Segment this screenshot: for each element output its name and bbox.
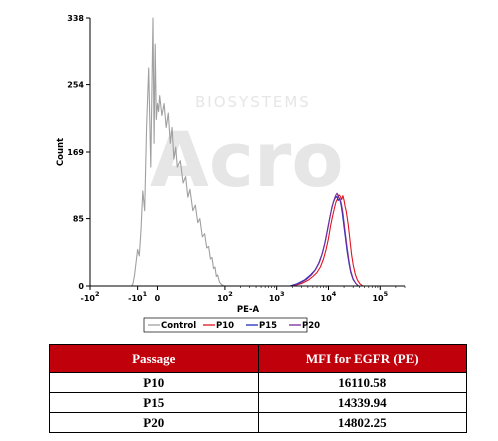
table-cell-passage: P15: [49, 392, 259, 413]
series-line-p20: [290, 192, 359, 287]
legend-box: [143, 317, 308, 333]
x-tick-label: 105: [372, 290, 388, 303]
table-header-mfi: MFI for EGFR (PE): [257, 344, 467, 373]
legend-label-p20: P20: [302, 321, 320, 331]
legend-label-p15: P15: [259, 321, 277, 331]
x-ticks: -102 -101 0 102 103 104 105: [81, 286, 406, 303]
watermark-large-text: Acro: [150, 115, 344, 204]
table-row: P20 14802.25: [49, 412, 467, 433]
legend-label-control: Control: [161, 321, 196, 331]
legend: Control P10 P15 P20: [143, 317, 320, 333]
y-axis-title: Count: [56, 138, 66, 166]
x-tick-label: 0: [155, 294, 161, 303]
table-cell-mfi: 14802.25: [257, 412, 467, 433]
y-tick-label: 338: [67, 14, 84, 23]
y-tick-label: 169: [67, 148, 84, 157]
x-axis-title: PE-A: [237, 305, 260, 315]
x-tick-label: -101: [128, 290, 147, 303]
watermark: BIOSYSTEMS Acro: [150, 93, 344, 204]
x-tick-label: 104: [321, 290, 337, 303]
y-tick-label: 85: [73, 215, 85, 224]
table-cell-mfi: 16110.58: [257, 372, 467, 393]
series-line-p10: [292, 194, 364, 287]
series-line-control: [131, 17, 225, 287]
y-tick-label: 254: [67, 81, 84, 90]
legend-label-p10: P10: [216, 321, 234, 331]
legend-items: Control P10 P15 P20: [148, 321, 320, 331]
x-tick-label: -102: [81, 290, 100, 303]
x-tick-label: 102: [217, 290, 233, 303]
y-ticks: 0 85 169 254 338: [67, 14, 90, 291]
y-tick-label: 0: [78, 282, 84, 291]
watermark-small-text: BIOSYSTEMS: [195, 93, 311, 111]
x-tick-label: 103: [269, 290, 285, 303]
mfi-table: Passage MFI for EGFR (PE) P10 16110.58 P…: [49, 344, 467, 433]
table-header-passage: Passage: [49, 344, 259, 373]
table-cell-mfi: 14339.94: [257, 392, 467, 413]
table-cell-passage: P10: [49, 372, 259, 393]
series-line-p15: [289, 195, 359, 287]
histogram-lines: [131, 17, 364, 287]
table-row: P10 16110.58: [49, 372, 467, 393]
table-cell-passage: P20: [49, 412, 259, 433]
flow-histogram-chart: BIOSYSTEMS Acro 0 85 169 254 338 -102 -101 0 10…: [56, 14, 406, 333]
table-row: P15 14339.94: [49, 392, 467, 413]
table-header-row: Passage MFI for EGFR (PE): [49, 344, 467, 373]
